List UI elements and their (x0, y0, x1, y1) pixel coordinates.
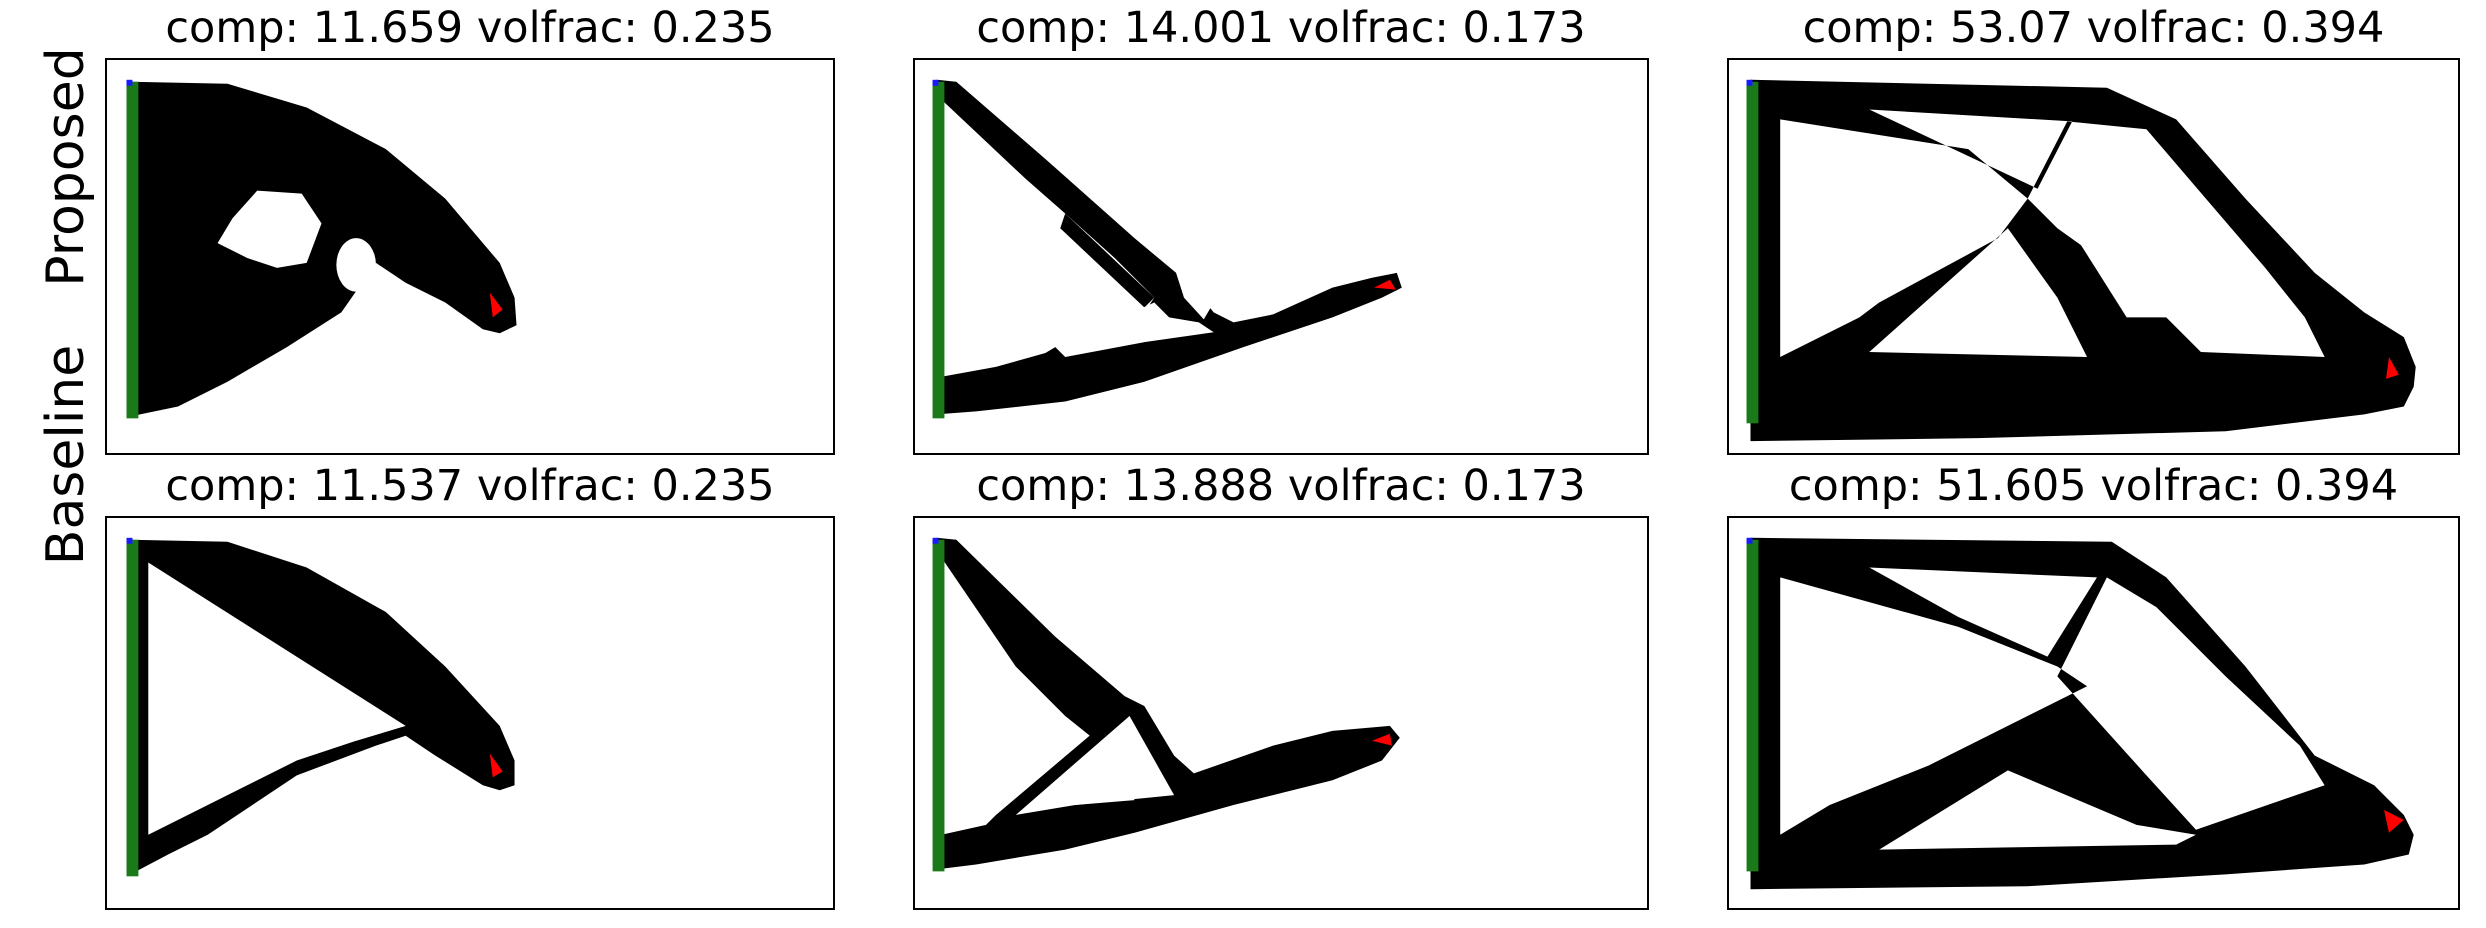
design-panel-baseline-2 (913, 516, 1649, 910)
support-bar (1746, 81, 1759, 424)
support-bar (1746, 539, 1759, 872)
design-svg-baseline-2 (932, 537, 1400, 872)
load-arrow (489, 292, 503, 318)
panel-title-proposed-2: comp: 14.001 volfrac: 0.173 (976, 3, 1586, 53)
design-svg-baseline-3 (1746, 537, 2414, 890)
corner-marker (126, 79, 133, 86)
void-hole (336, 706, 406, 741)
load-arrow (2386, 356, 2399, 379)
load-arrow (489, 753, 503, 778)
design-panel-baseline-3 (1727, 516, 2460, 910)
design-panel-proposed-2 (913, 58, 1649, 455)
design-svg-proposed-2 (932, 79, 1402, 419)
corner-marker (932, 537, 939, 544)
row-label-proposed-text: Proposed (36, 47, 96, 287)
load-arrow (1372, 733, 1392, 746)
support-bar (126, 539, 139, 877)
panel-title-baseline-2: comp: 13.888 volfrac: 0.173 (976, 461, 1586, 511)
support-bar (932, 539, 945, 872)
support-bar (932, 81, 945, 419)
support-bar (126, 81, 139, 419)
panel-title-baseline-1: comp: 11.537 volfrac: 0.235 (165, 461, 775, 511)
corner-marker (932, 79, 939, 86)
void-hole (336, 238, 376, 292)
panel-title-baseline-3: comp: 51.605 volfrac: 0.394 (1788, 461, 2399, 511)
load-arrow (2384, 810, 2404, 833)
design-panel-baseline-1 (105, 516, 835, 910)
material-structure (936, 79, 1402, 415)
design-svg-proposed-3 (1746, 79, 2416, 442)
design-svg-proposed-1 (126, 79, 517, 419)
material-structure (1750, 79, 2416, 442)
corner-marker (1746, 537, 1753, 544)
design-panel-proposed-3 (1727, 58, 2460, 455)
panel-title-proposed-3: comp: 53.07 volfrac: 0.394 (1802, 3, 2385, 53)
material-structure (130, 81, 517, 417)
corner-marker (1746, 79, 1753, 86)
void-hole (2067, 144, 2286, 318)
design-svg-baseline-1 (126, 537, 515, 877)
void-hole (1015, 715, 1175, 815)
load-arrow (1374, 279, 1396, 290)
void-hole (1168, 243, 1214, 320)
material-structure (1750, 537, 2414, 890)
row-label-baseline-text: Baseline (36, 344, 96, 566)
corner-marker (126, 537, 133, 544)
panel-title-proposed-1: comp: 11.659 volfrac: 0.235 (165, 3, 775, 53)
void-hole (148, 562, 406, 835)
void-hole (2156, 750, 2295, 815)
design-panel-proposed-1 (105, 58, 835, 455)
void-hole (1055, 302, 1214, 357)
material-structure (936, 537, 1400, 870)
